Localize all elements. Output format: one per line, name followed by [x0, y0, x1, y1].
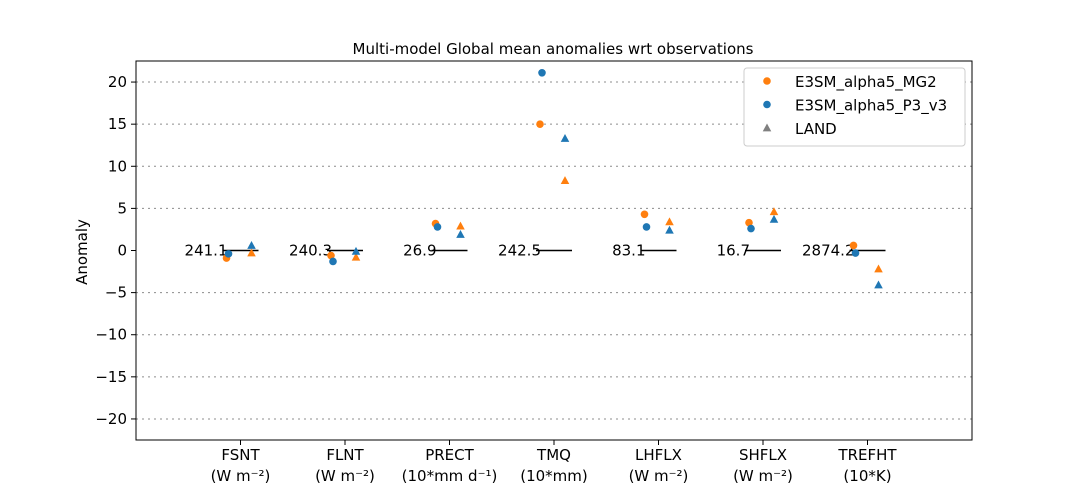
- point-E3SM_alpha5_P3_v3-land: [874, 280, 883, 289]
- y-tick-label: 5: [117, 199, 127, 217]
- x-tick-unit: (W m⁻²): [733, 467, 793, 485]
- point-E3SM_alpha5_P3_v3-land: [665, 225, 674, 234]
- point-E3SM_alpha5_MG2-land: [769, 207, 779, 216]
- x-tick-unit: (W m⁻²): [315, 467, 375, 485]
- point-E3SM_alpha5_MG2-land: [351, 252, 361, 261]
- reference-value: 16.7: [717, 242, 750, 260]
- y-tick-label: −20: [95, 410, 127, 428]
- y-axis-label: Anomaly: [73, 219, 91, 285]
- x-tick-label: TREFHT: [837, 446, 897, 464]
- x-axis: FSNT (W m⁻²) FLNT (W m⁻²) PRECT (10*mm d⁻¹) TM…: [211, 440, 897, 485]
- legend-box: [743, 67, 966, 147]
- point-E3SM_alpha5_MG2-global: [849, 241, 858, 250]
- reference-value: 83.1: [612, 242, 645, 260]
- point-E3SM_alpha5_P3_v3-land: [247, 240, 256, 249]
- point-E3SM_alpha5_MG2-global: [640, 210, 649, 219]
- point-E3SM_alpha5_MG2-land: [560, 176, 570, 184]
- data-points: [222, 68, 883, 289]
- point-E3SM_alpha5_P3_v3-global: [329, 257, 337, 266]
- y-tick-label: −5: [105, 284, 127, 302]
- reference-value: 242.5: [498, 242, 541, 260]
- x-tick-label: SHFLX: [739, 446, 787, 464]
- point-E3SM_alpha5_P3_v3-land: [456, 229, 465, 238]
- point-E3SM_alpha5_MG2-land: [247, 248, 256, 257]
- point-E3SM_alpha5_P3_v3-global: [433, 223, 442, 231]
- y-tick-label: 10: [108, 157, 127, 175]
- legend-marker: [762, 123, 772, 132]
- point-E3SM_alpha5_P3_v3-global: [747, 224, 755, 233]
- reference-value: 2874.2: [802, 242, 855, 260]
- legend-marker: [763, 77, 771, 85]
- legend-label: E3SM_alpha5_P3_v3: [795, 97, 947, 116]
- chart-title: Multi-model Global mean anomalies wrt ob…: [353, 40, 754, 58]
- point-E3SM_alpha5_MG2-global: [327, 251, 335, 260]
- point-E3SM_alpha5_P3_v3-land: [351, 246, 361, 255]
- x-tick-unit: (10*K): [843, 467, 891, 485]
- point-E3SM_alpha5_MG2-land: [874, 264, 883, 273]
- reference-value: 241.1: [185, 242, 228, 260]
- point-E3SM_alpha5_P3_v3-global: [224, 250, 233, 258]
- y-tick-label: 20: [108, 73, 127, 91]
- y-tick-label: −15: [95, 368, 127, 386]
- x-tick-unit: (W m⁻²): [629, 467, 689, 485]
- y-axis: −20 −15 −10 −5 0 5 10 15 20: [95, 73, 136, 428]
- grid-lines: [136, 81, 972, 420]
- y-tick-label: 15: [108, 115, 127, 133]
- point-E3SM_alpha5_P3_v3-land: [769, 214, 779, 223]
- x-tick-label: FLNT: [326, 446, 364, 464]
- x-tick-unit: (10*mm): [520, 467, 588, 485]
- legend-marker: [763, 100, 771, 109]
- y-tick-label: −10: [95, 326, 127, 344]
- x-tick-unit: (W m⁻²): [211, 467, 271, 485]
- x-tick-unit: (10*mm d⁻¹): [402, 467, 498, 485]
- point-E3SM_alpha5_P3_v3-global: [538, 68, 546, 77]
- legend-label: LAND: [795, 120, 837, 138]
- point-E3SM_alpha5_MG2-global: [536, 120, 544, 128]
- reference-value: 240.3: [289, 242, 332, 260]
- point-E3SM_alpha5_P3_v3-global: [642, 223, 651, 231]
- y-tick-label: 0: [117, 242, 127, 260]
- reference-value: 26.9: [403, 242, 436, 260]
- point-E3SM_alpha5_P3_v3-global: [851, 249, 860, 257]
- x-tick-label: LHFLX: [635, 446, 682, 464]
- point-E3SM_alpha5_MG2-global: [745, 218, 753, 227]
- point-E3SM_alpha5_MG2-land: [665, 217, 674, 226]
- legend: E3SM_alpha5_MG2 E3SM_alpha5_P3_v3 LAND: [743, 67, 966, 147]
- legend-label: E3SM_alpha5_MG2: [795, 73, 937, 92]
- x-tick-label: TMQ: [536, 446, 571, 464]
- x-tick-label: PRECT: [425, 446, 474, 464]
- point-E3SM_alpha5_P3_v3-land: [560, 133, 570, 142]
- point-E3SM_alpha5_MG2-land: [456, 221, 465, 230]
- plot-frame: [135, 60, 973, 441]
- x-tick-label: FSNT: [221, 446, 260, 464]
